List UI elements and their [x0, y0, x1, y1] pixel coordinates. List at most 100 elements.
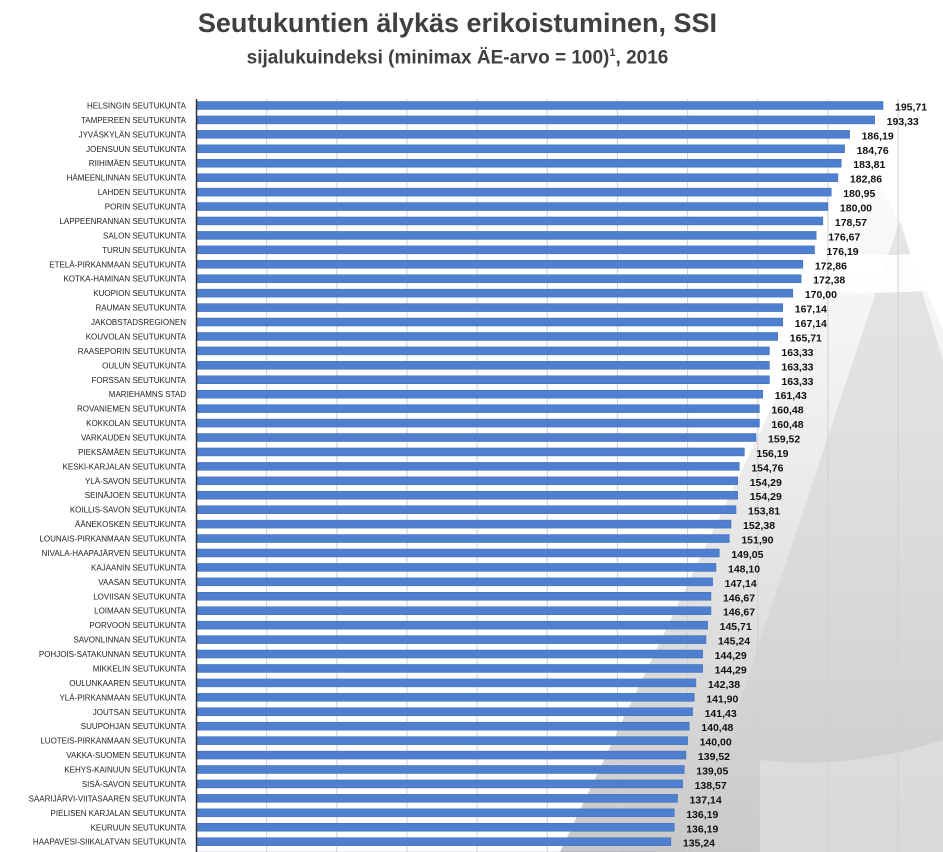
- value-label: 138,57: [695, 780, 727, 792]
- value-label: 147,14: [725, 578, 757, 590]
- category-label: KEHYS-KAINUUN SEUTUKUNTA: [64, 766, 186, 775]
- value-label: 178,57: [835, 217, 867, 229]
- bar: [197, 794, 678, 803]
- bar: [197, 361, 770, 370]
- value-label: 186,19: [862, 130, 894, 142]
- bar: [197, 187, 832, 197]
- bar: [197, 274, 802, 283]
- value-label: 146,67: [723, 607, 755, 619]
- bar: [197, 260, 804, 269]
- bar: [197, 346, 770, 356]
- category-label: FORSSAN SEUTUKUNTA: [91, 376, 186, 385]
- value-label: 136,19: [686, 823, 718, 835]
- value-label: 144,29: [715, 664, 747, 676]
- category-label: KOKKOLAN SEUTUKUNTA: [86, 419, 187, 428]
- category-label: SALON SEUTUKUNTA: [103, 231, 187, 240]
- value-label: 170,00: [805, 289, 837, 301]
- category-labels: HELSINGIN SEUTUKUNTA TAMPEREEN SEUTUKUNTA…: [29, 102, 187, 847]
- category-label: RAUMAN SEUTUKUNTA: [95, 304, 186, 313]
- value-label: 163,33: [781, 376, 813, 388]
- category-label: PIELISEN KARJALAN SEUTUKUNTA: [51, 809, 187, 818]
- value-label: 159,52: [768, 434, 800, 446]
- category-label: SAVONLINNAN SEUTUKUNTA: [73, 636, 186, 645]
- bar: [197, 303, 784, 312]
- category-label: LUOTEIS-PIRKANMAAN SEUTUKUNTA: [40, 737, 186, 746]
- category-label: LOVIISAN SEUTUKUNTA: [93, 592, 186, 601]
- value-label: 135,24: [683, 838, 715, 850]
- value-label: 140,00: [700, 737, 732, 749]
- value-label: 161,43: [775, 390, 807, 402]
- value-label: 160,48: [771, 419, 803, 431]
- value-label: 163,33: [781, 347, 813, 359]
- category-label: VAKKA-SUOMEN SEUTUKUNTA: [66, 751, 186, 760]
- bar: [197, 678, 697, 688]
- bar: [197, 447, 745, 457]
- value-label: 137,14: [690, 794, 722, 806]
- value-label: 176,19: [827, 246, 859, 258]
- bar: [197, 635, 707, 644]
- category-label: JYVÄSKYLÄN SEUTUKUNTA: [79, 130, 187, 139]
- bar: [197, 779, 683, 789]
- bar: [197, 490, 738, 500]
- value-label: 151,90: [741, 535, 773, 547]
- category-label: YLÄ-SAVON SEUTUKUNTA: [85, 477, 187, 486]
- category-label: RAASEPORIN SEUTUKUNTA: [78, 347, 187, 356]
- bar: [197, 130, 850, 139]
- bar: [197, 332, 779, 341]
- value-label: 153,81: [748, 506, 780, 518]
- value-label: 136,19: [686, 809, 718, 821]
- category-label: KESKI-KARJALAN SEUTUKUNTA: [63, 462, 187, 471]
- category-label: YLÄ-PIRKANMAAN SEUTUKUNTA: [59, 693, 186, 702]
- category-label: LAPPEENRANNAN SEUTUKUNTA: [59, 217, 186, 226]
- value-label: 154,29: [750, 477, 782, 489]
- bar: [197, 375, 770, 385]
- value-label: 180,95: [843, 188, 875, 200]
- value-labels: 195,71 193,33 186,19 184,76 183,81 182,86 180,…: [683, 102, 927, 850]
- category-label: KOTKA-HAMINAN SEUTUKUNTA: [63, 275, 186, 284]
- bar: [197, 216, 824, 226]
- category-label: SISÄ-SAVON SEUTUKUNTA: [82, 780, 187, 789]
- category-label: VAASAN SEUTUKUNTA: [98, 578, 186, 587]
- value-label: 144,29: [715, 650, 747, 662]
- category-label: MIKKELIN SEUTUKUNTA: [93, 664, 187, 673]
- bar: [197, 837, 672, 846]
- category-label: SEINÄJOEN SEUTUKUNTA: [85, 491, 187, 500]
- value-label: 149,05: [731, 549, 763, 561]
- category-label: SAARIJÄRVI-VIITASAAREN SEUTUKUNTA: [29, 794, 187, 803]
- category-label: OULUNKAAREN SEUTUKUNTA: [69, 679, 186, 688]
- bar: [197, 115, 875, 125]
- value-label: 139,52: [698, 751, 730, 763]
- value-label: 184,76: [857, 145, 889, 157]
- bar: [197, 534, 730, 543]
- value-label: 141,43: [705, 708, 737, 720]
- bar: [197, 620, 708, 630]
- bar: [197, 548, 720, 558]
- category-label: KOILLIS-SAVON SEUTUKUNTA: [70, 506, 187, 515]
- bar: [197, 505, 737, 514]
- bar: [197, 404, 760, 413]
- category-label: ETELÄ-PIRKANMAAN SEUTUKUNTA: [49, 260, 186, 269]
- category-label: OULUN SEUTUKUNTA: [102, 361, 187, 370]
- value-label: 142,38: [708, 679, 740, 691]
- category-label: ROVANIEMEN SEUTUKUNTA: [77, 405, 187, 414]
- value-label: 176,67: [828, 231, 860, 243]
- category-label: VARKAUDEN SEUTUKUNTA: [81, 434, 187, 443]
- bar: [197, 606, 712, 615]
- category-label: LOIMAAN SEUTUKUNTA: [94, 607, 187, 616]
- bar: [197, 462, 740, 471]
- bar: [197, 173, 839, 182]
- category-label: POHJOIS-SATAKUNNAN SEUTUKUNTA: [39, 650, 187, 659]
- value-label: 165,71: [790, 332, 822, 344]
- bar: [197, 823, 675, 832]
- subtitle-year: , 2016: [615, 47, 669, 69]
- bar: [197, 577, 713, 587]
- bar: [197, 519, 732, 529]
- category-label: HAAPAVESI-SIIKALATVAN SEUTUKUNTA: [33, 838, 187, 847]
- category-label: HÄMEENLINNAN SEUTUKUNTA: [67, 174, 187, 183]
- category-label: MARIEHAMNS STAD: [109, 390, 186, 399]
- subtitle-text: sijalukuindeksi (minimax ÄE-arvo = 100): [246, 47, 610, 69]
- bar: [197, 563, 717, 572]
- value-label: 172,38: [813, 275, 845, 287]
- chart-title: Seutukuntien älykäs erikoistuminen, SSI: [197, 8, 718, 38]
